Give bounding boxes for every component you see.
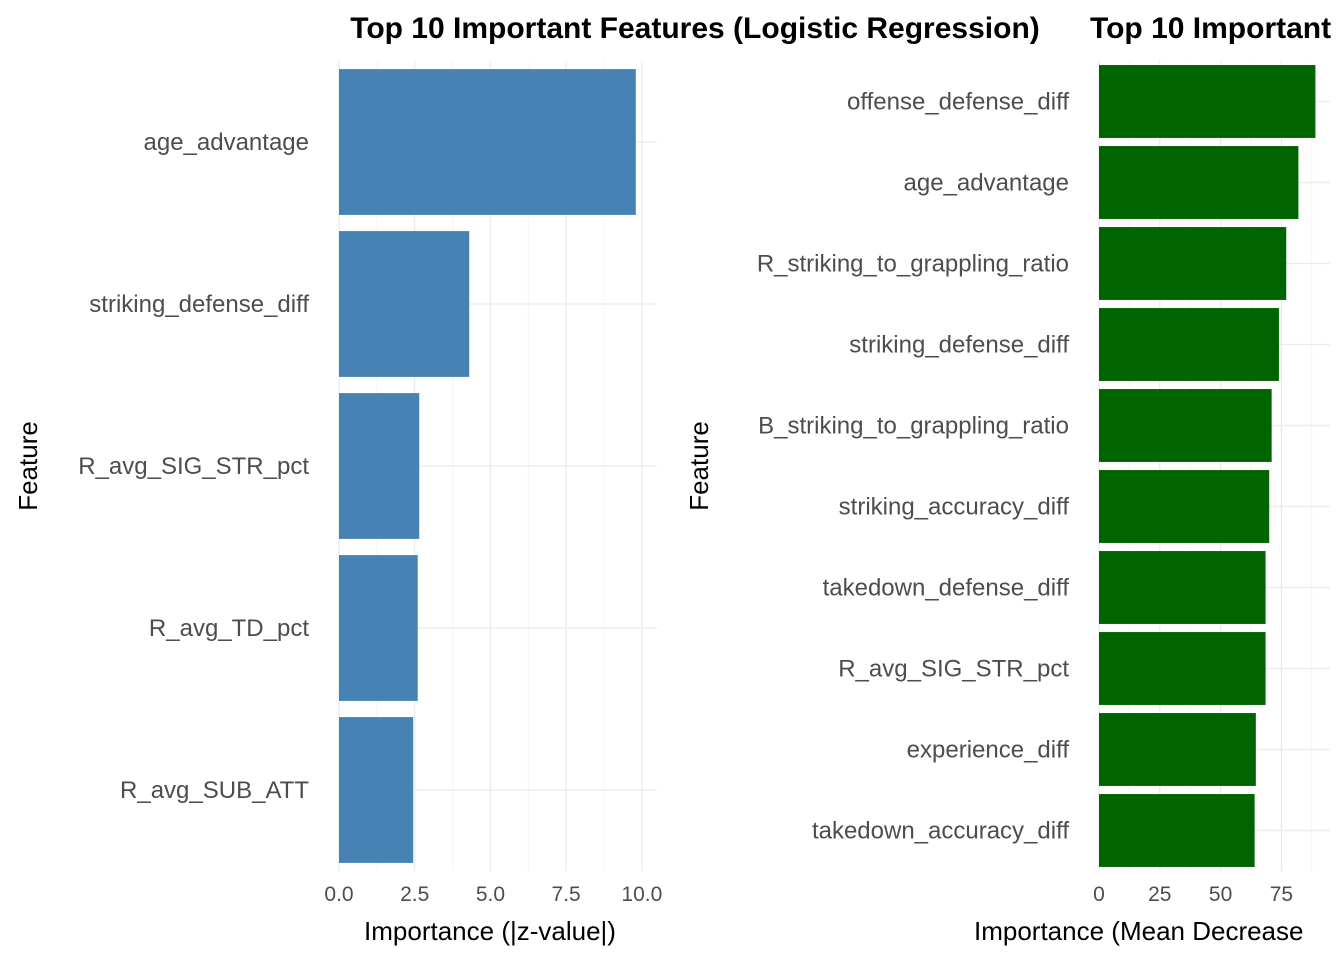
bar — [1099, 227, 1287, 300]
y-axis-title: Feature — [13, 421, 43, 511]
y-tick-label: R_striking_to_grappling_ratio — [757, 251, 1069, 278]
x-tick-label: 50 — [1209, 883, 1232, 906]
y-tick-label: R_avg_TD_pct — [149, 615, 309, 642]
x-tick-labels: 0.0 2.5 5.0 7.5 10.0 — [324, 883, 662, 906]
x-axis-title: Importance (Mean Decrease — [974, 916, 1303, 946]
bar — [339, 717, 414, 863]
logistic-regression-chart: Top 10 Important Features (Logistic Regr… — [13, 12, 1040, 946]
y-tick-label: takedown_accuracy_diff — [812, 818, 1069, 845]
chart-title: Top 10 Important Features (Logistic Regr… — [350, 12, 1040, 45]
feature-importance-chart: Top 10 Important Importance (Mean Decrea… — [684, 12, 1331, 946]
y-tick-labels: age_advantage striking_defense_diff R_avg_… — [78, 129, 309, 804]
y-tick-label: striking_defense_diff — [849, 332, 1069, 359]
x-tick-label: 5.0 — [476, 883, 505, 906]
bar — [339, 555, 418, 701]
y-tick-label: R_avg_SIG_STR_pct — [78, 453, 309, 480]
x-tick-label: 10.0 — [621, 883, 662, 906]
x-tick-label: 2.5 — [400, 883, 429, 906]
x-axis-title: Importance (|z-value|) — [364, 916, 616, 946]
x-tick-label: 75 — [1270, 883, 1293, 906]
bars — [1099, 65, 1316, 867]
bar — [1099, 794, 1255, 867]
bar — [1099, 389, 1272, 462]
y-tick-label: striking_defense_diff — [89, 291, 309, 318]
bar — [339, 69, 636, 215]
y-tick-label: R_avg_SIG_STR_pct — [838, 656, 1069, 683]
bar — [1099, 632, 1266, 705]
bar — [1099, 470, 1270, 543]
chart-title: Top 10 Important — [1090, 12, 1331, 45]
y-tick-label: age_advantage — [144, 129, 310, 156]
bar — [1099, 713, 1256, 786]
bar — [1099, 308, 1279, 381]
y-tick-label: B_striking_to_grappling_ratio — [758, 413, 1069, 440]
bar — [1099, 551, 1266, 624]
y-tick-label: takedown_defense_diff — [823, 575, 1070, 602]
y-tick-label: experience_diff — [907, 737, 1070, 764]
x-tick-label: 0.0 — [324, 883, 353, 906]
x-tick-label: 25 — [1148, 883, 1171, 906]
y-axis-title: Feature — [684, 421, 714, 511]
x-tick-label: 7.5 — [552, 883, 581, 906]
bar — [339, 231, 470, 377]
bar — [339, 393, 420, 539]
x-tick-labels: 0 25 50 75 — [1093, 883, 1293, 906]
y-tick-labels: offense_defense_diff age_advantage R_strik… — [757, 89, 1070, 845]
y-tick-label: striking_accuracy_diff — [839, 494, 1070, 521]
bar — [1099, 146, 1299, 219]
y-tick-label: R_avg_SUB_ATT — [120, 777, 309, 804]
bar — [1099, 65, 1316, 138]
y-tick-label: offense_defense_diff — [847, 89, 1069, 116]
x-tick-label: 0 — [1093, 883, 1105, 906]
bars — [339, 69, 636, 863]
y-tick-label: age_advantage — [904, 170, 1070, 197]
